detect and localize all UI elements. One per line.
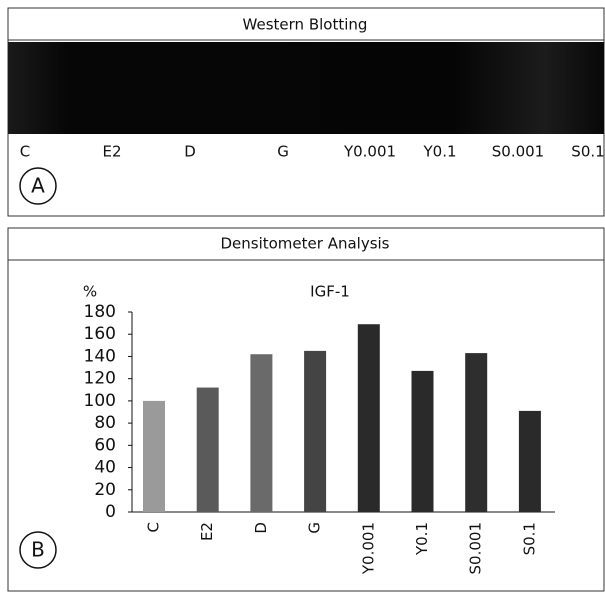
bar [358,324,380,512]
y-tick-label: 120 [84,369,116,389]
x-tick-label: Y0.001 [359,522,377,575]
x-tick-label: S0.1 [520,522,538,555]
chart-title: Densitometer Analysis [220,235,389,253]
lane-label: S0.1 [571,143,604,161]
y-tick-label: 60 [94,435,116,455]
x-tick-label: G [306,522,324,534]
y-tick-label: 100 [84,391,116,411]
y-tick-label: 140 [84,346,116,366]
y-axis-label: % [83,283,97,301]
bar [412,371,434,512]
lane-label: S0.001 [492,143,544,161]
y-tick-label: 40 [94,458,116,478]
lane-label: C [20,143,30,161]
bar [143,401,165,512]
bar [519,411,541,512]
bar [465,353,487,512]
x-tick-label: E2 [198,522,216,541]
lane-label: D [184,143,196,161]
lane-label: Y0.001 [343,143,396,161]
x-tick-label: S0.001 [467,522,485,574]
x-tick-label: D [252,522,270,534]
bar [197,388,219,512]
x-tick-label: Y0.1 [413,522,431,556]
y-tick-label: 80 [94,413,116,433]
y-tick-label: 160 [84,324,116,344]
y-tick-label: 0 [105,502,116,522]
y-tick-label: 20 [94,480,116,500]
panel-label: B [31,538,45,562]
bar [250,354,272,512]
panel-label: A [31,174,45,198]
lane-label: G [277,143,289,161]
bar [304,351,326,512]
blot-title: Western Blotting [243,16,368,34]
chart-subtitle: IGF-1 [310,283,350,301]
lane-label: E2 [102,143,121,161]
lane-label: Y0.1 [422,143,456,161]
figure: Western Blotting A Densitometer Analysis… [0,0,605,592]
blot-image [8,42,604,134]
x-tick-label: C [145,522,163,532]
y-tick-label: 180 [84,302,116,322]
